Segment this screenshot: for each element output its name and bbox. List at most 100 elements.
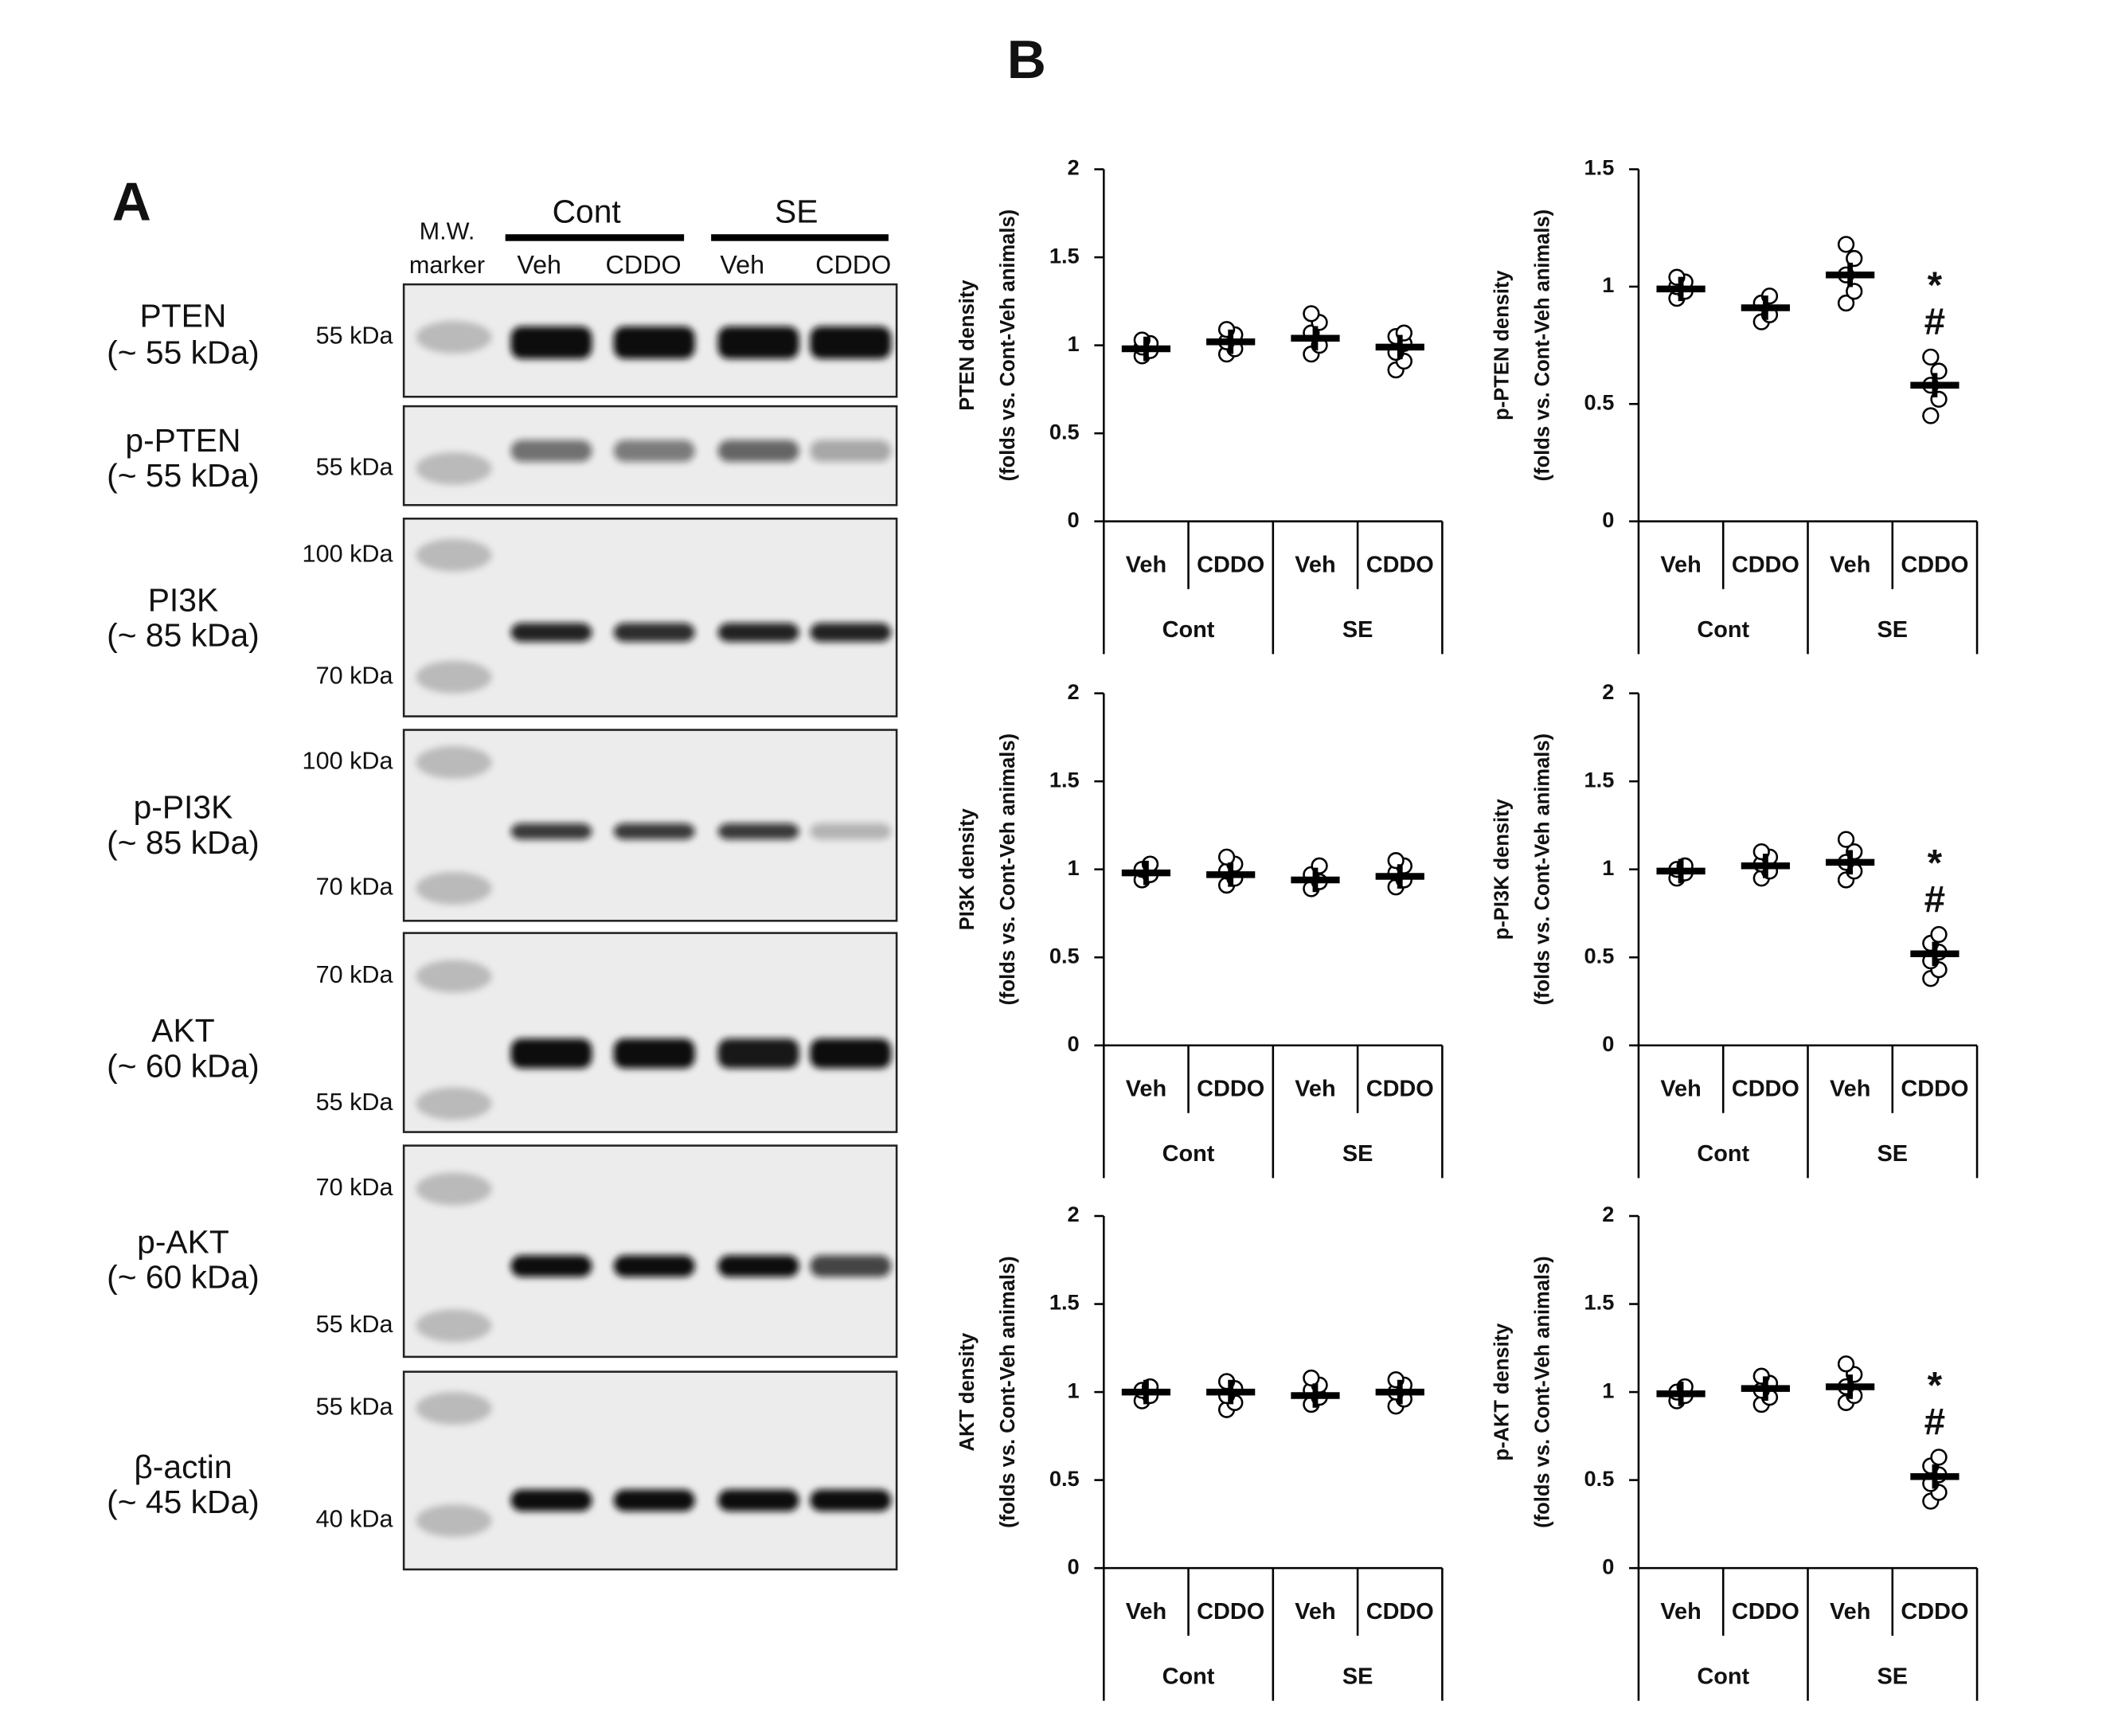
y-tick-label: 1.5 [1049,1290,1080,1315]
band [510,440,592,462]
category-label: CDDO [1366,1077,1434,1102]
y-tick-label: 0 [1602,1031,1614,1056]
band [717,823,799,840]
y-tick-label: 2 [1602,1202,1614,1226]
group-label: Cont [1697,1664,1749,1690]
data-point [1837,236,1855,253]
y-tick-label: 1 [1068,1378,1080,1402]
band [510,1038,592,1069]
category-label: Veh [1126,1077,1166,1102]
mw-label: 55 kDa [316,453,394,480]
y-tick-label: 1 [1068,855,1080,880]
protein-label: (~ 85 kDa) [107,617,260,654]
band [717,1489,799,1511]
mean-marker [1375,864,1424,889]
category-label: Veh [1830,1599,1870,1625]
mean-marker [1910,1464,1959,1489]
y-tick-label: 0.5 [1584,1466,1615,1491]
protein-label: (~ 55 kDa) [107,457,260,494]
mw-label: 100 kDa [303,747,394,774]
category-label: CDDO [1732,552,1799,577]
band [510,823,592,840]
panel-label: A [112,171,151,232]
mw-label: 70 kDa [316,961,394,988]
category-label: CDDO [1197,1599,1264,1625]
lane-label: Veh [517,251,561,280]
band [810,823,892,840]
mw-label: 40 kDa [316,1506,394,1533]
protein-label: p-PI3K [134,789,233,826]
y-axis-label: (folds vs. Cont-Veh animals) [997,1256,1019,1527]
mean-marker [1826,262,1875,287]
group-label: SE [1877,1664,1909,1690]
mean-marker [1121,336,1171,362]
band [510,1255,592,1277]
mean-marker [1656,858,1706,884]
y-tick-label: 1 [1602,855,1614,880]
mean-marker [1910,941,1959,967]
group-label: SE [1342,1664,1373,1690]
protein-label: β-actin [134,1449,232,1485]
category-label: Veh [1660,1599,1701,1625]
protein-label: (~ 45 kDa) [107,1484,260,1520]
data-point [1303,305,1320,323]
lane-label: CDDO [815,251,891,280]
mw-label: 70 kDa [316,874,394,901]
y-axis-label: p-PI3K density [1491,798,1514,940]
y-tick-label: 0 [1068,1554,1080,1578]
category-label: Veh [1126,1599,1166,1625]
mean-marker [1206,1379,1256,1405]
significance-mark: # [1924,878,1945,921]
group-label: Cont [1162,1664,1215,1690]
marker-band [416,1392,492,1425]
category-label: CDDO [1901,552,1968,577]
mean-marker [1741,1376,1790,1401]
mean-marker [1121,1379,1171,1405]
protein-label: AKT [151,1012,214,1049]
y-axis-label: p-AKT density [1491,1323,1514,1461]
group-label: SE [1877,1141,1909,1167]
group-label: Cont [1697,617,1749,643]
category-label: Veh [1126,552,1166,577]
band [810,1038,892,1069]
group-label: SE [775,193,818,229]
y-tick-label: 1 [1068,331,1080,356]
band [810,1489,892,1511]
y-tick-label: 2 [1068,1202,1080,1226]
group-label: Cont [553,193,622,229]
marker-band [416,745,492,779]
data-point [1922,407,1940,424]
band [717,1038,799,1069]
y-tick-label: 1 [1602,272,1614,297]
y-tick-label: 1 [1602,1378,1614,1402]
y-tick-label: 1.5 [1584,1290,1615,1315]
band [613,1489,695,1511]
mean-marker [1741,295,1790,320]
mean-marker [1121,860,1171,886]
y-tick-label: 0.5 [1049,1466,1080,1491]
category-label: CDDO [1901,1077,1968,1102]
y-axis-label: (folds vs. Cont-Veh animals) [1532,733,1554,1005]
band [613,1038,695,1069]
data-point [1922,348,1940,366]
marker-band [416,872,492,905]
y-tick-label: 0.5 [1049,419,1080,444]
marker-band [416,538,492,572]
group-label: Cont [1162,1141,1215,1167]
significance-mark: * [1928,1365,1943,1407]
band [717,440,799,462]
mw-label: 70 kDa [316,1174,394,1201]
mean-marker [1375,334,1424,360]
category-label: CDDO [1732,1599,1799,1625]
marker-band [416,960,492,993]
category-label: Veh [1295,552,1335,577]
band [717,623,799,643]
y-tick-label: 1.5 [1049,767,1080,792]
category-label: CDDO [1732,1077,1799,1102]
y-axis-label: PI3K density [956,807,979,930]
y-tick-label: 0 [1068,507,1080,532]
marker-band [416,1172,492,1206]
y-tick-label: 0.5 [1584,389,1615,414]
